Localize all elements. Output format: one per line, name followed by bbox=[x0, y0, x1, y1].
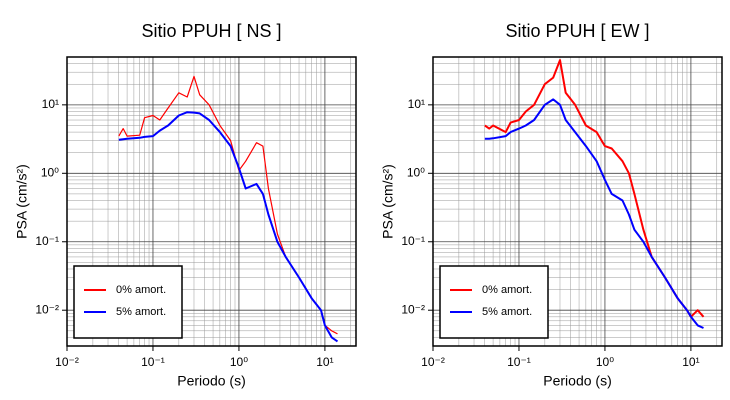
y-tick-label: 10⁻² bbox=[35, 302, 59, 316]
y-tick-label: 10⁻¹ bbox=[401, 234, 425, 248]
x-tick-label: 10¹ bbox=[316, 355, 333, 369]
legend-label: 5% amort. bbox=[482, 306, 532, 318]
x-tick-label: 10⁰ bbox=[230, 355, 248, 369]
x-tick-label: 10¹ bbox=[682, 355, 699, 369]
legend-box bbox=[73, 265, 183, 339]
y-tick-label: 10⁻² bbox=[401, 302, 425, 316]
x-tick-label: 10⁰ bbox=[596, 355, 614, 369]
plot-frame bbox=[66, 56, 357, 347]
y-tick-label: 10⁰ bbox=[407, 165, 425, 179]
x-tick-label: 10⁻¹ bbox=[507, 355, 531, 369]
legend-label: 0% amort. bbox=[482, 284, 532, 296]
chart-title: Sitio PPUH [ NS ] bbox=[141, 21, 281, 41]
y-tick-label: 10⁻¹ bbox=[35, 234, 59, 248]
legend-box bbox=[439, 265, 549, 339]
y-axis-label: PSA (cm/s²) bbox=[380, 164, 396, 239]
series-line bbox=[484, 98, 704, 329]
y-tick-label: 10⁰ bbox=[41, 165, 59, 179]
x-tick-label: 10⁻² bbox=[421, 355, 445, 369]
legend-label: 0% amort. bbox=[116, 284, 166, 296]
plot-frame bbox=[432, 56, 723, 347]
series-line bbox=[118, 111, 339, 343]
chart-title: Sitio PPUH [ EW ] bbox=[505, 21, 649, 41]
x-tick-label: 10⁻² bbox=[55, 355, 79, 369]
x-axis-label: Periodo (s) bbox=[543, 373, 611, 389]
y-axis-label: PSA (cm/s²) bbox=[14, 164, 30, 239]
y-tick-label: 10¹ bbox=[408, 97, 425, 111]
x-axis-label: Periodo (s) bbox=[177, 373, 245, 389]
legend-label: 5% amort. bbox=[116, 306, 166, 318]
y-tick-label: 10¹ bbox=[42, 97, 59, 111]
x-tick-label: 10⁻¹ bbox=[141, 355, 165, 369]
